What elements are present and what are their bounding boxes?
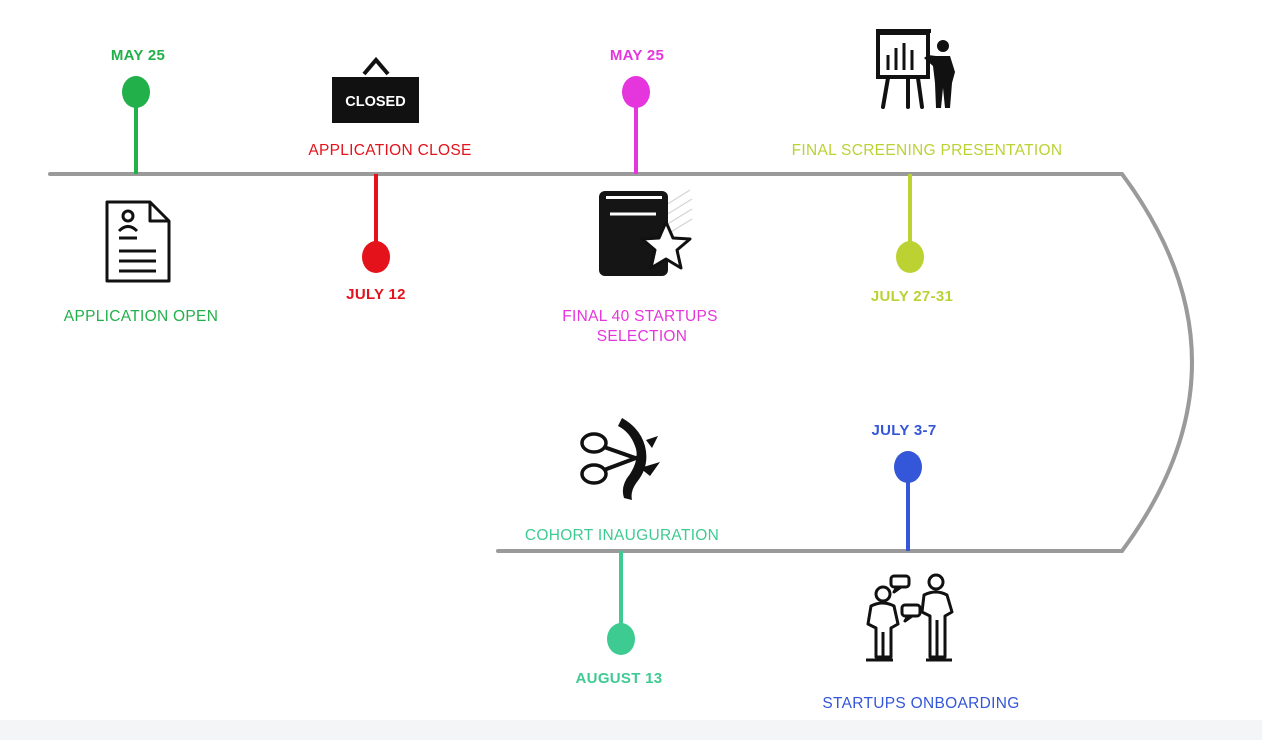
label-startups-onboarding: STARTUPS ONBOARDING xyxy=(822,695,1020,712)
pin-application-open xyxy=(122,76,150,174)
label-final-40-selection-line2: SELECTION xyxy=(596,328,688,345)
pin-final-40-selection xyxy=(622,76,650,174)
date-final-40-selection: MAY 25 xyxy=(609,47,665,64)
pin-cohort-inauguration xyxy=(607,551,635,655)
date-startups-onboarding: JULY 3-7 xyxy=(871,422,937,439)
date-final-screening: JULY 27-31 xyxy=(870,288,954,305)
label-final-screening: FINAL SCREENING PRESENTATION xyxy=(791,142,1063,159)
date-cohort-inauguration: AUGUST 13 xyxy=(575,670,663,687)
closed-sign-text: CLOSED xyxy=(345,94,405,110)
ribbon-cutting-icon xyxy=(580,418,660,500)
presenter-board-icon xyxy=(876,29,955,109)
closed-sign-icon: CLOSED xyxy=(332,56,419,123)
footer-band xyxy=(0,720,1262,740)
resume-document-icon xyxy=(105,200,171,283)
label-cohort-inauguration: COHORT INAUGURATION xyxy=(524,527,720,544)
label-application-close: APPLICATION CLOSE xyxy=(308,142,472,159)
date-application-open: MAY 25 xyxy=(110,47,166,64)
people-conversation-icon xyxy=(866,573,954,662)
pin-final-screening xyxy=(896,174,924,273)
label-application-open: APPLICATION OPEN xyxy=(63,308,219,325)
pin-application-close xyxy=(362,174,390,273)
book-star-icon xyxy=(599,189,693,276)
label-final-40-selection-line1: FINAL 40 STARTUPS xyxy=(562,308,718,325)
timeline-track xyxy=(48,172,1194,553)
pin-startups-onboarding xyxy=(894,451,922,551)
date-application-close: JULY 12 xyxy=(346,286,406,303)
